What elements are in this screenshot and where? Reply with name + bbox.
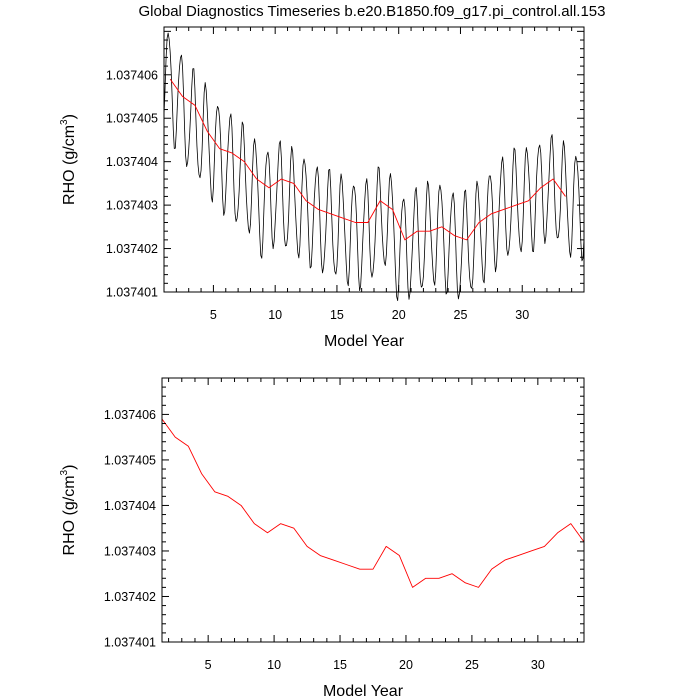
x-tick-label: 10	[267, 658, 281, 672]
y-tick-label: 1.037404	[106, 155, 158, 169]
x-tick-label: 25	[454, 308, 468, 322]
x-tick-label: 20	[392, 308, 406, 322]
y-tick-label: 1.037405	[104, 453, 156, 467]
y-tick-label: 1.037402	[106, 242, 158, 256]
x-tick-label: 5	[210, 308, 217, 322]
panel-top: 5 10 15 20 25 30 1.037401 1.037402 1.037403 1.037…	[59, 26, 585, 350]
series-line-annual	[161, 418, 585, 588]
x-tick-label: 30	[531, 658, 545, 672]
x-tick-label: 30	[515, 308, 529, 322]
x-axis-title: Model Year	[323, 683, 404, 700]
x-tick-label: 5	[205, 658, 212, 672]
y-tick-label: 1.037402	[104, 590, 156, 604]
x-tick-label: 15	[333, 658, 347, 672]
y-tick-label: 1.037405	[106, 112, 158, 126]
y-tick-label: 1.037404	[104, 499, 156, 513]
y-tick-label: 1.037406	[106, 68, 158, 82]
series-line-annual	[169, 78, 566, 241]
y-tick-label: 1.037401	[104, 636, 156, 650]
x-tick-label: 25	[465, 658, 479, 672]
x-tick-label: 15	[330, 308, 344, 322]
x-tick-label: 10	[268, 308, 282, 322]
y-tick-label: 1.037403	[106, 199, 158, 213]
x-tick-label: 20	[399, 658, 413, 672]
panel-bottom: 5 10 15 20 25 30 1.037401 1.037402 1.037403 1.037…	[59, 377, 585, 700]
series-line-monthly	[163, 32, 585, 301]
y-axis-title: RHO (g/cm3)	[59, 465, 78, 556]
y-axis-title: RHO (g/cm3)	[59, 114, 78, 205]
figure-title: Global Diagnostics Timeseries b.e20.B185…	[139, 3, 606, 20]
y-tick-label: 1.037403	[104, 544, 156, 558]
y-tick-label: 1.037401	[106, 286, 158, 300]
x-axis-title: Model Year	[324, 333, 405, 350]
y-tick-label: 1.037406	[104, 408, 156, 422]
plot-frame	[161, 377, 585, 643]
